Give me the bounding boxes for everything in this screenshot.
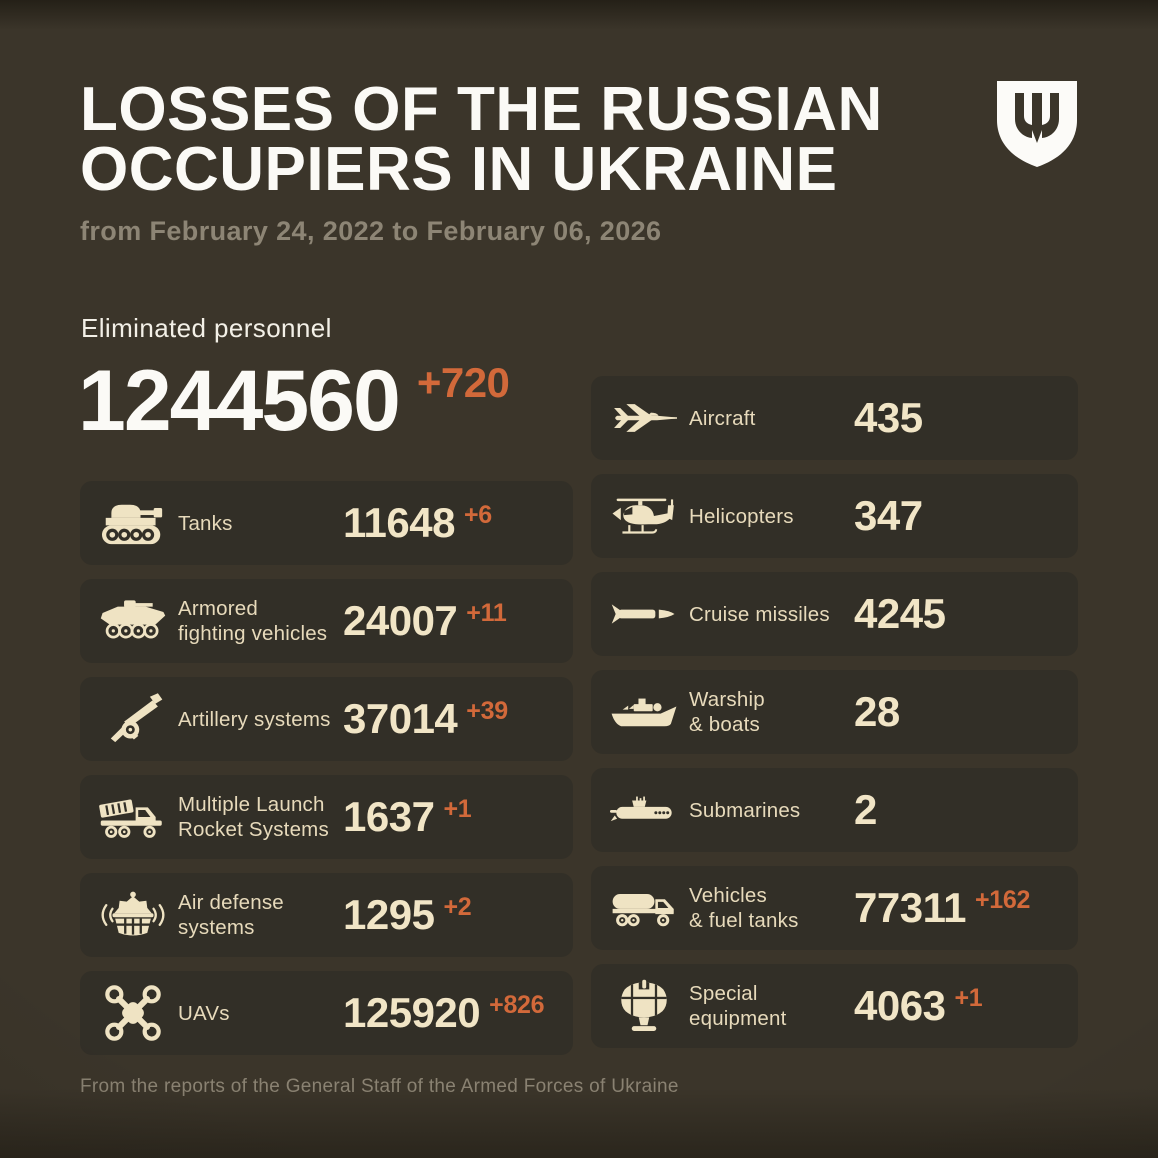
card-number: 37014 +39 xyxy=(343,698,508,740)
card-value: 125920 xyxy=(343,989,481,1036)
card-number: 4245 xyxy=(854,593,954,635)
armored-vehicle-icon xyxy=(99,599,167,643)
card-delta: +39 xyxy=(466,697,508,725)
page-title-line2: OCCUPIERS IN UKRAINE xyxy=(80,135,838,204)
mlrs-icon xyxy=(99,792,167,842)
personnel-counter: 1244560 +720 xyxy=(78,353,510,449)
personnel-label: Eliminated personnel xyxy=(81,313,332,343)
card-value: 1295 xyxy=(343,891,435,938)
card-air-defense: Air defense systems 1295 +2 xyxy=(80,873,573,957)
card-number: 1295 +2 xyxy=(343,891,472,938)
card-label: Aircraft xyxy=(689,406,756,430)
card-label: UAVs xyxy=(178,1001,230,1025)
card-label: Submarines xyxy=(689,798,801,822)
card-aircraft: Aircraft 435 xyxy=(591,376,1078,460)
card-submarines: Submarines 2 xyxy=(591,768,1078,852)
card-number: 28 xyxy=(854,691,909,733)
card-label: Warship & boats xyxy=(689,688,765,736)
card-value: 37014 xyxy=(343,695,458,742)
card-number: 77311 +162 xyxy=(854,887,1030,929)
card-number: 24007 +11 xyxy=(343,597,507,644)
card-number: 4063 +1 xyxy=(854,982,983,1029)
card-value: 77311 xyxy=(854,884,966,931)
uav-icon xyxy=(99,985,167,1041)
card-label: Multiple Launch Rocket Systems xyxy=(178,793,329,841)
aircraft-icon xyxy=(610,398,678,438)
card-label: Air defense systems xyxy=(178,891,284,939)
card-mlrs: Multiple Launch Rocket Systems 1637 +1 xyxy=(80,775,573,859)
card-label: Armored fighting vehicles xyxy=(178,597,328,645)
tank-icon xyxy=(99,500,167,547)
card-label: Vehicles & fuel tanks xyxy=(689,884,799,932)
artillery-icon xyxy=(99,693,167,745)
card-value: 1637 xyxy=(343,793,435,840)
stats-column-left: Tanks 11648 +6 Armored fighting vehicles xyxy=(80,481,573,1055)
ukraine-trident-shield-icon xyxy=(996,80,1078,168)
air-defense-icon xyxy=(99,888,167,942)
card-number: 1637 +1 xyxy=(343,793,472,840)
source-note: From the reports of the General Staff of… xyxy=(80,1076,679,1097)
card-value: 28 xyxy=(854,688,900,735)
card-delta: +162 xyxy=(974,886,1031,914)
card-value: 24007 xyxy=(343,597,458,644)
fuel-truck-icon xyxy=(610,885,678,931)
personnel-delta: +720 xyxy=(416,359,510,406)
card-delta: +826 xyxy=(489,991,545,1019)
card-value: 4063 xyxy=(854,982,946,1029)
card-number: 11648 +6 xyxy=(343,502,492,544)
warship-icon xyxy=(610,692,678,732)
card-value: 4245 xyxy=(854,590,946,637)
card-delta: +1 xyxy=(443,795,472,823)
card-label: Helicopters xyxy=(689,504,794,528)
card-delta: +6 xyxy=(463,501,492,529)
card-vehicles-fuel: Vehicles & fuel tanks 77311 +162 xyxy=(591,866,1078,950)
card-number: 347 xyxy=(854,495,932,537)
card-cruise-missiles: Cruise missiles 4245 xyxy=(591,572,1078,656)
card-number: 2 xyxy=(854,789,886,831)
personnel-value: 1244560 xyxy=(78,353,401,449)
card-delta: +11 xyxy=(466,599,507,627)
card-label: Artillery systems xyxy=(178,707,331,731)
special-equipment-icon xyxy=(610,978,678,1034)
card-number: 435 xyxy=(854,397,932,439)
card-number: 125920 +826 xyxy=(343,989,545,1036)
card-armored-vehicles: Armored fighting vehicles 24007 +11 xyxy=(80,579,573,663)
cruise-missile-icon xyxy=(610,602,678,626)
card-label: Tanks xyxy=(178,511,233,535)
card-value: 2 xyxy=(854,786,877,833)
card-helicopters: Helicopters 347 xyxy=(591,474,1078,558)
page-title-line1: LOSSES OF THE RUSSIAN xyxy=(80,75,883,144)
card-tanks: Tanks 11648 +6 xyxy=(80,481,573,565)
date-range: from February 24, 2022 to February 06, 2… xyxy=(80,216,662,246)
card-delta: +1 xyxy=(954,984,983,1012)
submarine-icon xyxy=(610,795,678,825)
stats-column-right: Aircraft 435 xyxy=(591,376,1078,1048)
card-delta: +2 xyxy=(443,893,472,921)
card-value: 435 xyxy=(854,394,923,441)
card-special-equipment: Special equipment 4063 +1 xyxy=(591,964,1078,1048)
card-label: Cruise missiles xyxy=(689,602,830,626)
card-value: 347 xyxy=(854,492,923,539)
page-title: LOSSES OF THE RUSSIAN OCCUPIERS IN UKRAI… xyxy=(80,75,883,204)
card-label: Special equipment xyxy=(689,982,787,1030)
card-value: 11648 xyxy=(343,499,455,546)
helicopter-icon xyxy=(610,493,678,539)
card-artillery: Artillery systems 37014 +39 xyxy=(80,677,573,761)
card-uavs: UAVs 125920 +826 xyxy=(80,971,573,1055)
card-warships: Warship & boats 28 xyxy=(591,670,1078,754)
